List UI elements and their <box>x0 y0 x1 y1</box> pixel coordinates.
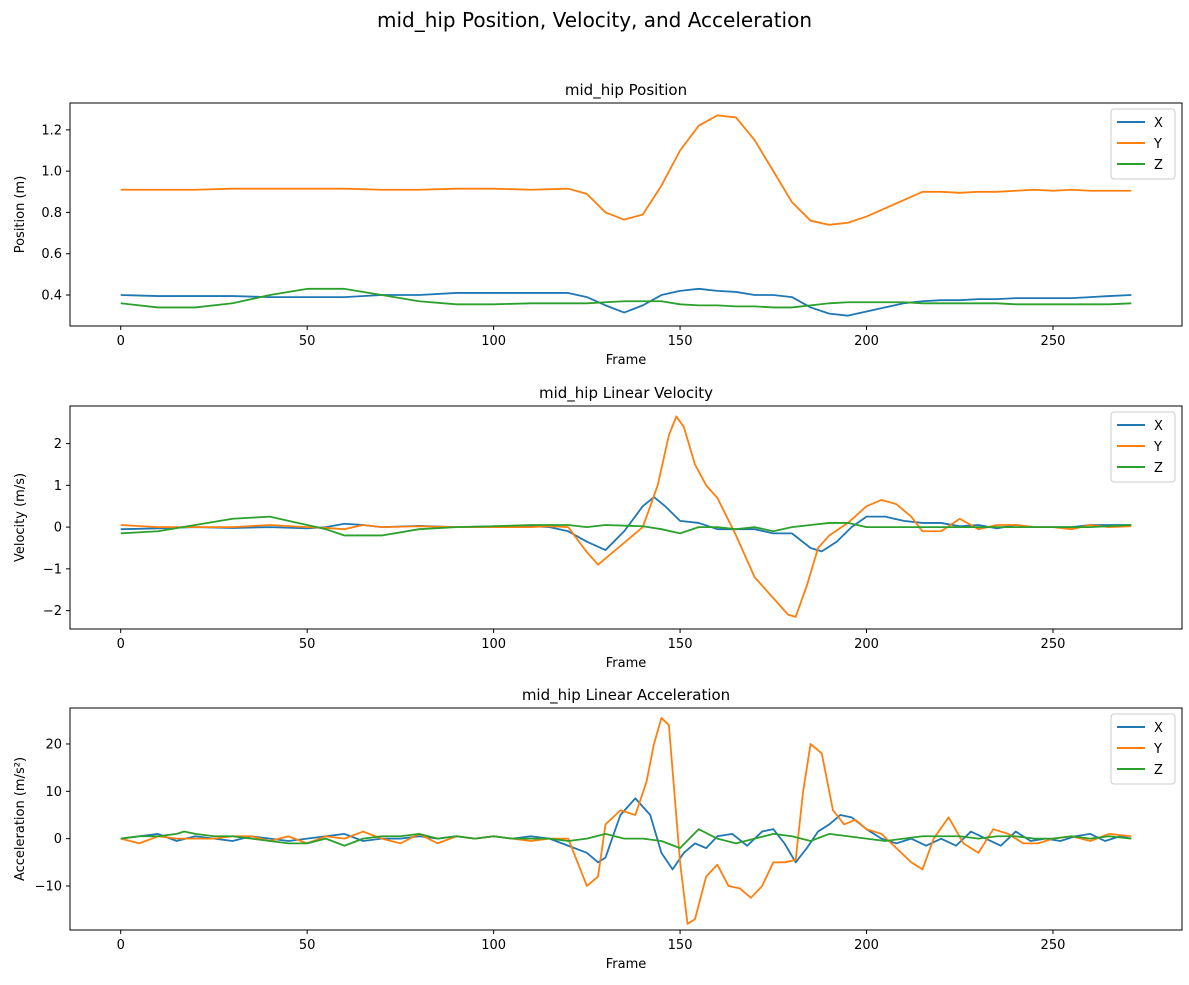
x-tick-label: 100 <box>481 637 506 652</box>
y-tick-label: 10 <box>45 785 62 800</box>
chart-panel-1: mid_hip Position 0 50 100 150 200 250 0.4 0.6 0.8… <box>13 81 1183 368</box>
y-axis-label: Acceleration (m/s²) <box>13 757 28 881</box>
plot-frame <box>69 102 1183 327</box>
y-tick-label: 0.4 <box>41 289 62 304</box>
y-tick-label: −1 <box>43 562 62 577</box>
chart-title: mid_hip Linear Velocity <box>539 384 713 403</box>
y-axis-label: Velocity (m/s) <box>13 473 28 562</box>
legend-label-z: Z <box>1154 158 1163 173</box>
y-tick-label: 0 <box>54 832 62 847</box>
chart-title: mid_hip Linear Acceleration <box>522 686 730 705</box>
x-tick-label: 0 <box>117 637 125 652</box>
legend: XYZ <box>1110 411 1176 483</box>
y-tick-label: −10 <box>35 879 62 894</box>
x-tick-label: 150 <box>668 334 693 349</box>
x-tick-label: 250 <box>1041 938 1066 953</box>
x-tick-label: 50 <box>299 637 316 652</box>
y-tick-label: −2 <box>43 604 62 619</box>
plot-frame <box>69 707 1183 931</box>
x-tick-label: 250 <box>1041 637 1066 652</box>
y-tick-label: 0.6 <box>41 247 62 262</box>
legend: XYZ <box>1110 108 1176 180</box>
plot-frame <box>69 405 1183 630</box>
series-line-y <box>120 415 1132 618</box>
series-line-z <box>120 287 1132 309</box>
legend-label-y: Y <box>1153 137 1162 152</box>
series-line-x <box>120 287 1132 317</box>
series-line-x <box>120 797 1132 871</box>
y-tick-label: 2 <box>54 437 62 452</box>
x-tick-label: 200 <box>854 637 879 652</box>
series-line-x <box>120 496 1132 553</box>
series-line-y <box>120 114 1132 226</box>
x-tick-label: 50 <box>299 334 316 349</box>
legend-label-z: Z <box>1154 461 1163 476</box>
x-tick-label: 150 <box>668 637 693 652</box>
x-tick-label: 100 <box>481 938 506 953</box>
y-tick-label: 1.2 <box>41 123 62 138</box>
figure-title: mid_hip Position, Velocity, and Accelera… <box>376 8 813 32</box>
y-tick-label: 1 <box>54 479 62 494</box>
y-axis-label: Position (m) <box>13 176 28 254</box>
x-tick-label: 100 <box>481 334 506 349</box>
y-tick-label: 0.8 <box>41 206 62 221</box>
legend-label-y: Y <box>1153 742 1162 757</box>
x-tick-label: 0 <box>117 938 125 953</box>
y-tick-label: 20 <box>45 737 62 752</box>
legend-label-x: X <box>1154 116 1163 131</box>
x-tick-label: 0 <box>117 334 125 349</box>
chart-panel-2: mid_hip Linear Velocity 0 50 100 150 200 250 −2… <box>13 384 1183 671</box>
x-tick-label: 200 <box>854 334 879 349</box>
series-line-z <box>120 515 1132 537</box>
legend-label-y: Y <box>1153 440 1162 455</box>
legend: XYZ <box>1110 713 1176 785</box>
legend-label-x: X <box>1154 419 1163 434</box>
x-tick-label: 150 <box>668 938 693 953</box>
legend-label-x: X <box>1154 721 1163 736</box>
x-axis-label: Frame <box>606 656 647 671</box>
legend-label-z: Z <box>1154 763 1163 778</box>
y-tick-label: 0 <box>54 521 62 536</box>
x-tick-label: 250 <box>1041 334 1066 349</box>
chart-title: mid_hip Position <box>565 81 687 100</box>
x-tick-label: 200 <box>854 938 879 953</box>
series-line-z <box>120 828 1132 850</box>
x-axis-label: Frame <box>606 957 647 972</box>
y-tick-label: 1.0 <box>41 165 62 180</box>
series-line-y <box>120 717 1132 925</box>
x-axis-label: Frame <box>606 353 647 368</box>
x-tick-label: 50 <box>299 938 316 953</box>
